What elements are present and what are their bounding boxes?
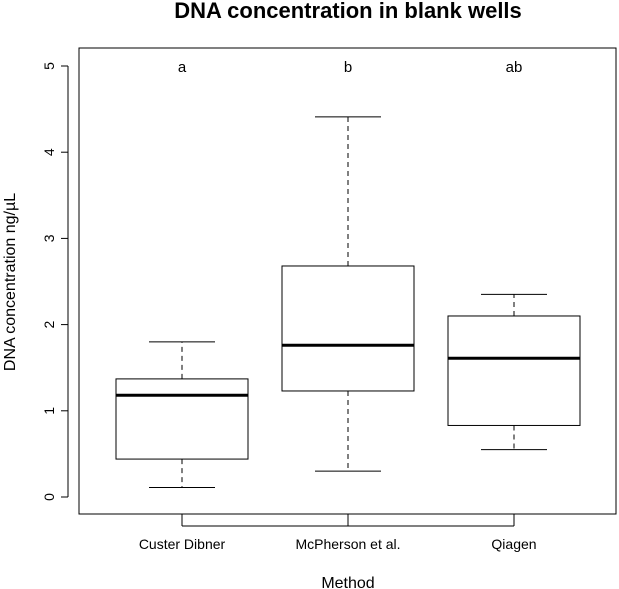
box-group xyxy=(447,293,581,451)
y-tick-label: 3 xyxy=(41,234,57,242)
group-letter: a xyxy=(178,59,187,76)
y-tick-label: 0 xyxy=(41,493,57,501)
y-axis-label: DNA concentration ng/µL xyxy=(2,193,19,371)
group-letters: a b ab xyxy=(178,59,523,76)
chart-title: DNA concentration in blank wells xyxy=(174,0,522,23)
x-tick-label: Custer Dibner xyxy=(139,536,226,552)
boxes xyxy=(115,116,581,489)
group-letter: b xyxy=(344,59,352,76)
y-tick-label: 4 xyxy=(41,148,57,156)
y-axis: 0 1 2 3 4 5 xyxy=(41,62,69,501)
group-letter: ab xyxy=(506,59,523,76)
x-axis-label: Method xyxy=(321,575,374,589)
box-group xyxy=(281,116,415,472)
iqr-box xyxy=(281,265,415,392)
x-axis: Custer Dibner McPherson et al. Qiagen xyxy=(139,514,537,552)
y-tick-label: 5 xyxy=(41,62,57,70)
x-tick-label: McPherson et al. xyxy=(295,536,400,552)
y-tick-label: 1 xyxy=(41,407,57,415)
box-group xyxy=(115,341,249,489)
y-tick-label: 2 xyxy=(41,320,57,328)
iqr-box xyxy=(447,315,581,426)
iqr-box xyxy=(115,378,249,460)
x-tick-label: Qiagen xyxy=(491,536,536,552)
